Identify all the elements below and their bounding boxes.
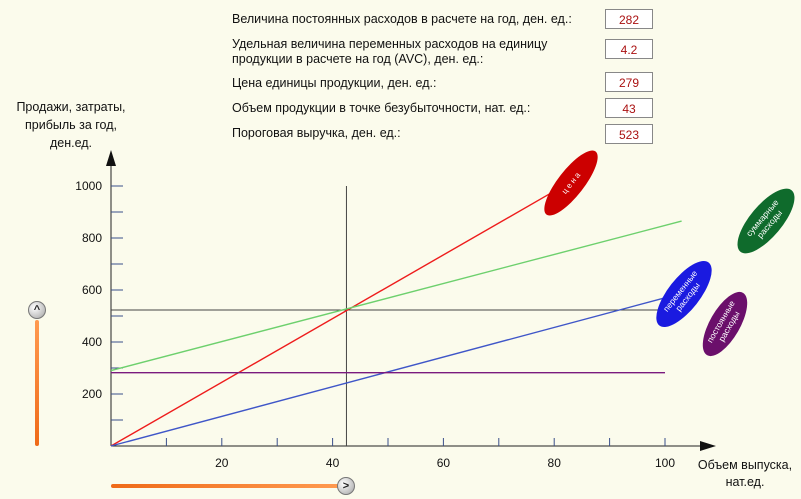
- x-axis-title: Объем выпуска, нат.ед.: [697, 458, 793, 489]
- y-tick-label: 1000: [75, 179, 102, 193]
- param-price-value[interactable]: 279: [605, 72, 653, 92]
- y-axis-title: Продажи, затраты, прибыль за год, ден.ед…: [16, 100, 126, 150]
- x-tick-label: 20: [215, 456, 229, 470]
- y-tick-label: 200: [82, 387, 102, 401]
- x-scale-slider-knob[interactable]: >: [337, 477, 355, 495]
- param-avc-value[interactable]: 4.2: [605, 39, 653, 59]
- param-breakeven-volume-value[interactable]: 43: [605, 98, 653, 118]
- param-breakeven-volume-label: Объем продукции в точке безубыточности, …: [232, 101, 531, 115]
- x-tick-label: 40: [326, 456, 340, 470]
- param-avc-label: Удельная величина переменных расходов на…: [232, 37, 548, 66]
- y-tick-label: 600: [82, 283, 102, 297]
- x-tick-label: 100: [655, 456, 675, 470]
- param-threshold-revenue-value[interactable]: 523: [605, 124, 653, 144]
- price-badge: ц е н а: [544, 150, 598, 216]
- y-tick-label: 400: [82, 335, 102, 349]
- y-scale-slider-track[interactable]: [35, 320, 39, 446]
- y-scale-slider-knob[interactable]: ^: [28, 301, 46, 319]
- total-costs-badge-shape: [737, 188, 795, 254]
- param-fixed-costs-value[interactable]: 282: [605, 9, 653, 29]
- x-scale-slider-track[interactable]: [111, 484, 341, 488]
- y-tick-label: 800: [82, 231, 102, 245]
- param-fixed-costs-label: Величина постоянных расходов в расчете н…: [232, 12, 572, 26]
- variable-costs-line: [110, 297, 666, 447]
- x-axis-arrow-icon: [700, 441, 716, 451]
- param-price-label: Цена единицы продукции, ден. ед.:: [232, 76, 437, 90]
- x-tick-label: 80: [548, 456, 562, 470]
- fixed-costs-badge-shape: [702, 291, 748, 357]
- x-tick-label: 60: [437, 456, 451, 470]
- price-line: [110, 190, 555, 447]
- param-threshold-revenue-label: Пороговая выручка, ден. ед.:: [232, 126, 401, 140]
- price-badge-shape: [544, 150, 598, 216]
- y-axis-arrow-icon: [106, 150, 116, 166]
- variable-costs-badge-shape: [656, 260, 712, 328]
- total-costs-line: [110, 220, 682, 372]
